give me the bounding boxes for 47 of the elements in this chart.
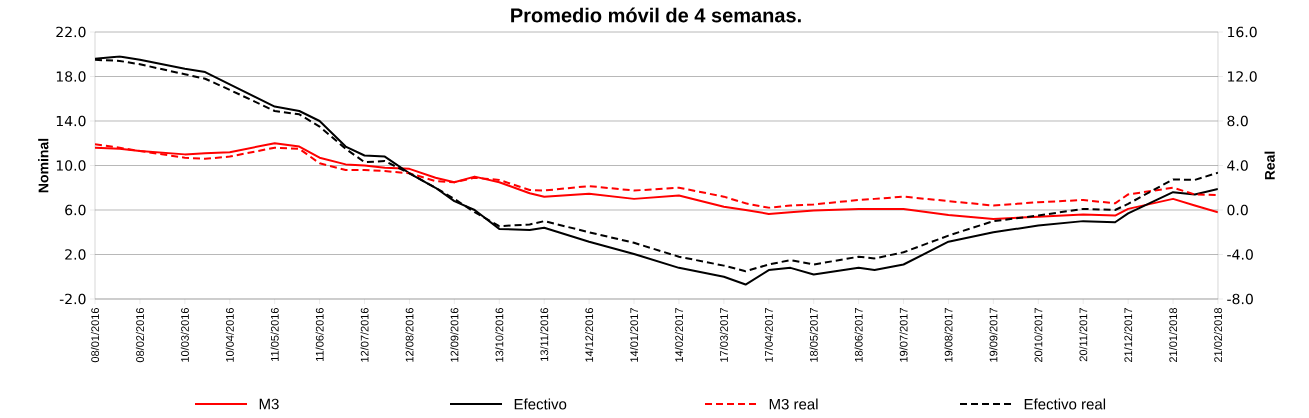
x-tick-label: 10/03/2016 [180, 308, 189, 362]
x-tick-label: 19/07/2017 [899, 308, 908, 362]
y2-tick-label: 16.0 [1228, 26, 1257, 38]
x-tick-label: 08/01/2016 [90, 308, 100, 363]
x-tick-label: 12/07/2016 [360, 308, 369, 362]
y2-tick-label: 4.0 [1227, 160, 1248, 171]
legend-label: Efectivo real [1024, 398, 1106, 410]
x-tick-label: 08/02/2016 [135, 308, 144, 363]
x-tick-label: 18/05/2017 [809, 308, 818, 362]
y2-tick-label: -8.0 [1227, 293, 1253, 305]
x-tick-label: 14/12/2016 [585, 308, 594, 362]
x-tick-label: 10/04/2016 [225, 308, 234, 362]
x-tick-label: 11/05/2016 [270, 308, 279, 361]
x-tick-label: 21/12/2017 [1124, 308, 1133, 363]
x-tick-label: 20/11/2017 [1079, 308, 1088, 362]
x-tick-label: 18/06/2017 [854, 308, 863, 362]
y-tick-label: 6.0 [65, 204, 86, 216]
y2-tick-label: -4.0 [1227, 249, 1253, 260]
y2-tick-label: 12.0 [1228, 71, 1257, 82]
legend-label: M3 real [769, 398, 818, 410]
x-tick-label: 19/08/2017 [944, 308, 953, 362]
y2-tick-label: 8.0 [1227, 115, 1248, 127]
y2-tick-label: 0.0 [1227, 204, 1248, 216]
y-tick-label: 22.0 [56, 26, 86, 38]
x-tick-label: 20/10/2017 [1034, 308, 1043, 363]
x-tick-label: 14/02/2017 [674, 308, 683, 362]
x-tick-label: 11/06/2016 [315, 308, 324, 361]
legend-label: Efectivo [514, 398, 567, 410]
y-tick-label: 10.0 [56, 160, 86, 171]
x-tick-label: 12/09/2016 [450, 308, 459, 362]
y2-axis-title: Real [1264, 151, 1275, 180]
x-tick-label: 13/10/2016 [495, 308, 504, 362]
y-tick-label: 2.0 [65, 249, 86, 260]
x-tick-label: 17/04/2017 [764, 308, 773, 362]
x-tick-label: 19/09/2017 [989, 308, 998, 362]
y-tick-label: 18.0 [56, 71, 86, 82]
y-tick-label: 14.0 [56, 115, 86, 127]
x-tick-label: 12/08/2016 [405, 308, 414, 362]
chart-title: Promedio móvil de 4 semanas. [511, 7, 801, 23]
y-tick-label: -2.0 [59, 293, 86, 305]
x-tick-label: 21/01/2018 [1169, 308, 1178, 363]
y-axis-title: Nominal [38, 138, 49, 193]
x-tick-label: 21/02/2018 [1213, 308, 1223, 363]
x-tick-label: 14/01/2017 [629, 308, 639, 362]
legend-label: M3 [259, 398, 279, 410]
x-tick-label: 13/11/2016 [540, 308, 549, 361]
x-tick-label: 17/03/2017 [719, 308, 728, 362]
